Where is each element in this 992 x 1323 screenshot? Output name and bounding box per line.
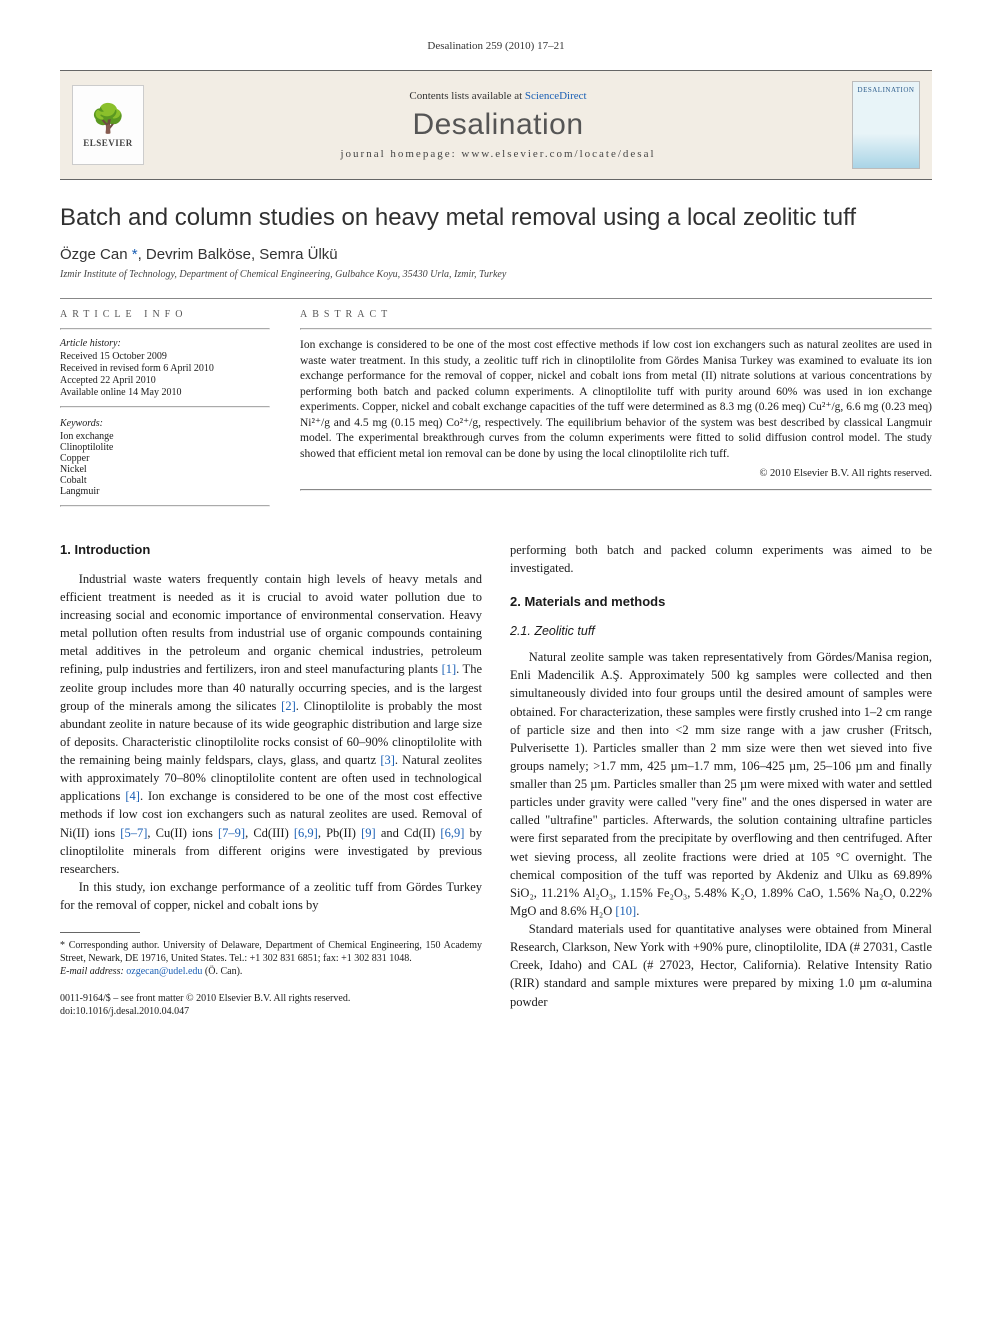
citation-link[interactable]: [3] (380, 753, 395, 767)
corresponding-footnote: * Corresponding author. University of De… (60, 939, 482, 965)
cover-title: DESALINATION (858, 86, 915, 94)
citation-link[interactable]: [4] (125, 789, 140, 803)
article-info-box: ARTICLE INFO Article history: Received 1… (60, 309, 270, 515)
text-run: , Pb(II) (318, 826, 361, 840)
section-1-heading: 1. Introduction (60, 541, 482, 560)
keyword: Clinoptilolite (60, 442, 270, 453)
citation-link[interactable]: [1] (442, 662, 457, 676)
text-run: Natural zeolite sample was taken represe… (510, 650, 932, 918)
author-2: Devrim Balköse (146, 246, 251, 263)
author-list: Özge Can *, Devrim Balköse, Semra Ülkü (60, 246, 932, 263)
abstract-copyright: © 2010 Elsevier B.V. All rights reserved… (300, 468, 932, 479)
history-online: Available online 14 May 2010 (60, 387, 270, 398)
history-accepted: Accepted 22 April 2010 (60, 375, 270, 386)
email-link[interactable]: ozgecan@udel.edu (126, 966, 202, 977)
divider (300, 489, 932, 491)
abstract-box: ABSTRACT Ion exchange is considered to b… (300, 309, 932, 515)
homepage-label: journal homepage: (340, 148, 461, 160)
keyword: Cobalt (60, 475, 270, 486)
left-column: 1. Introduction Industrial waste waters … (60, 541, 482, 1018)
citation-link[interactable]: [7–9] (218, 826, 245, 840)
history-label: Article history: (60, 338, 270, 349)
abstract-heading: ABSTRACT (300, 309, 932, 320)
citation-link[interactable]: [9] (361, 826, 376, 840)
email-owner: (Ö. Can). (202, 966, 242, 977)
text-run: . (636, 904, 639, 918)
citation-link[interactable]: [10] (615, 904, 636, 918)
footnote-separator (60, 932, 140, 933)
body-paragraph-continuation: performing both batch and packed column … (510, 541, 932, 577)
body-paragraph: Industrial waste waters frequently conta… (60, 570, 482, 878)
author-1: Özge Can (60, 246, 128, 263)
citation-link[interactable]: [6,9] (440, 826, 464, 840)
divider (60, 505, 270, 507)
contents-prefix: Contents lists available at (409, 90, 524, 102)
right-column: performing both batch and packed column … (510, 541, 932, 1018)
article-info-heading: ARTICLE INFO (60, 309, 270, 320)
keyword: Copper (60, 453, 270, 464)
divider (60, 328, 270, 330)
email-label: E-mail address: (60, 966, 126, 977)
body-paragraph: Standard materials used for quantitative… (510, 920, 932, 1011)
journal-cover-thumb: DESALINATION (852, 81, 920, 169)
journal-title: Desalination (144, 108, 852, 142)
elsevier-tree-icon: 🌳 (91, 102, 126, 136)
text-run: and Cd(II) (376, 826, 441, 840)
journal-header-bar: 🌳 ELSEVIER Contents lists available at S… (60, 70, 932, 180)
publisher-name: ELSEVIER (83, 138, 133, 148)
text-run: , Cd(III) (245, 826, 294, 840)
keyword: Ion exchange (60, 431, 270, 442)
citation-link[interactable]: [5–7] (120, 826, 147, 840)
keyword: Nickel (60, 464, 270, 475)
text-run: , Cu(II) ions (147, 826, 218, 840)
affiliation: Izmir Institute of Technology, Departmen… (60, 269, 932, 280)
email-footnote: E-mail address: ozgecan@udel.edu (Ö. Can… (60, 965, 482, 978)
author-3: Semra Ülkü (259, 246, 337, 263)
abstract-text: Ion exchange is considered to be one of … (300, 338, 932, 462)
corresponding-mark[interactable]: * (132, 246, 138, 263)
section-2-heading: 2. Materials and methods (510, 593, 932, 612)
section-2-1-heading: 2.1. Zeolitic tuff (510, 622, 932, 640)
body-paragraph: In this study, ion exchange performance … (60, 878, 482, 914)
issn-line: 0011-9164/$ – see front matter © 2010 El… (60, 992, 482, 1005)
keywords-label: Keywords: (60, 418, 270, 429)
divider (60, 406, 270, 408)
history-revised: Received in revised form 6 April 2010 (60, 363, 270, 374)
sciencedirect-link[interactable]: ScienceDirect (525, 90, 587, 102)
divider (300, 328, 932, 330)
divider (60, 298, 932, 299)
body-paragraph: Natural zeolite sample was taken represe… (510, 648, 932, 920)
journal-homepage: journal homepage: www.elsevier.com/locat… (144, 148, 852, 160)
text-run: Industrial waste waters frequently conta… (60, 572, 482, 677)
article-title: Batch and column studies on heavy metal … (60, 204, 932, 232)
citation-link[interactable]: [2] (281, 699, 296, 713)
publisher-logo: 🌳 ELSEVIER (72, 85, 144, 165)
history-received: Received 15 October 2009 (60, 351, 270, 362)
keyword: Langmuir (60, 486, 270, 497)
citation-link[interactable]: [6,9] (294, 826, 318, 840)
doi-line: doi:10.1016/j.desal.2010.04.047 (60, 1005, 482, 1018)
contents-line: Contents lists available at ScienceDirec… (144, 90, 852, 102)
running-header: Desalination 259 (2010) 17–21 (60, 40, 932, 52)
homepage-url: www.elsevier.com/locate/desal (461, 148, 655, 160)
